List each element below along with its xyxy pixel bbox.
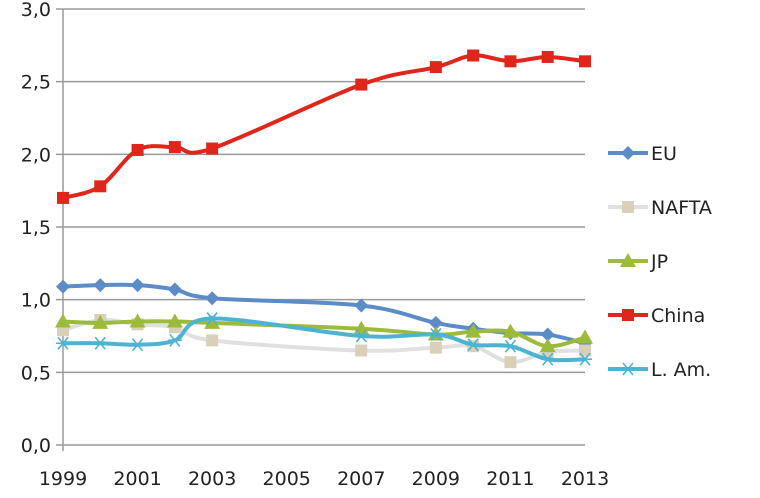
star-stroke: [622, 362, 634, 376]
gridlines: [56, 8, 585, 451]
data-point-china: [57, 191, 69, 204]
data-point-china: [355, 78, 368, 91]
data-point-nafta: [355, 344, 368, 357]
legend: EU NAFTA JP China L. Am.: [608, 143, 712, 381]
data-point-l-am: [428, 328, 443, 342]
star-stroke: [57, 336, 69, 350]
data-point-eu: [428, 315, 443, 330]
data-point-l-am: [503, 339, 518, 353]
data-point-nafta: [579, 344, 591, 357]
legend-marker-eu: [621, 146, 635, 160]
data-point-nafta: [504, 356, 517, 369]
data-point-china: [541, 50, 554, 63]
data-point-jp: [55, 313, 71, 328]
data-point-eu: [167, 282, 182, 297]
legend-item-jp: JP: [608, 251, 668, 273]
legend-item-eu: EU: [608, 143, 677, 165]
data-point-eu: [205, 291, 220, 306]
x-tick-label: 2011: [486, 468, 534, 490]
y-axis-ticks: 0,0 0,5 1,0 1,5 2,0 2,5 3,0: [21, 0, 51, 457]
legend-marker-l-am: [621, 362, 635, 376]
data-point-jp: [129, 313, 146, 328]
data-point-l-am: [354, 329, 369, 343]
legend-item-l-am: L. Am.: [608, 359, 711, 381]
star-stroke: [355, 329, 367, 343]
data-point-l-am: [93, 336, 108, 350]
legend-label-jp: JP: [650, 251, 668, 273]
data-point-jp: [166, 313, 183, 328]
data-point-eu: [540, 327, 555, 342]
series-jp: [55, 313, 593, 353]
x-tick-label: 2009: [412, 468, 460, 490]
legend-item-nafta: NAFTA: [608, 197, 712, 219]
y-tick-label: 2,0: [21, 144, 51, 166]
legend-label-china: China: [651, 305, 705, 327]
data-point-jp: [92, 314, 109, 329]
star-stroke: [94, 336, 106, 350]
series-china: [57, 49, 591, 204]
x-axis-ticks: 1999 2001 2003 2005 2007 2009 2011 2013: [39, 468, 609, 490]
legend-marker-china: [622, 309, 634, 321]
data-point-jp: [502, 323, 519, 338]
y-tick-label: 2,5: [21, 72, 51, 94]
series-eu: [56, 278, 592, 351]
data-point-jp: [539, 338, 556, 353]
x-tick-label: 2013: [561, 468, 609, 490]
data-point-l-am: [205, 312, 220, 326]
x-tick-label: 1999: [39, 468, 87, 490]
data-point-china: [168, 141, 181, 154]
data-point-eu: [93, 278, 108, 293]
data-point-china: [94, 180, 107, 193]
star-stroke: [504, 339, 517, 353]
data-point-l-am: [540, 352, 555, 366]
data-point-china: [579, 55, 591, 68]
series-line-china: [61, 53, 587, 200]
legend-marker-jp: [620, 253, 636, 267]
data-point-l-am: [466, 338, 481, 352]
legend-label-l-am: L. Am.: [651, 359, 711, 381]
series-l-am: [56, 312, 592, 366]
legend-label-nafta: NAFTA: [651, 197, 712, 219]
data-point-jp: [577, 329, 593, 344]
x-tick-label: 2007: [337, 468, 385, 490]
x-tick-label: 2005: [263, 468, 311, 490]
legend-item-china: China: [608, 305, 705, 327]
data-point-eu: [130, 278, 145, 293]
data-point-china: [467, 49, 480, 62]
x-tick-label: 2003: [188, 468, 236, 490]
data-point-nafta: [206, 334, 219, 347]
y-tick-label: 1,0: [21, 290, 51, 312]
x-tick-label: 2001: [113, 468, 161, 490]
data-point-china: [206, 142, 219, 155]
star-stroke: [430, 328, 442, 342]
data-point-l-am: [56, 336, 70, 350]
legend-marker-nafta: [622, 201, 634, 213]
legend-label-eu: EU: [651, 143, 677, 165]
data-point-nafta: [429, 341, 442, 354]
series-line-jp: [61, 319, 587, 349]
series-group: [55, 49, 593, 369]
data-point-l-am: [578, 352, 592, 366]
y-tick-label: 0,5: [21, 362, 51, 384]
data-point-l-am: [167, 333, 182, 347]
star-stroke: [206, 312, 218, 326]
star-stroke: [131, 338, 144, 352]
y-tick-label: 1,5: [21, 217, 51, 239]
star-stroke: [542, 352, 554, 366]
y-tick-label: 3,0: [21, 0, 51, 21]
data-point-china: [429, 61, 442, 74]
data-point-jp: [204, 314, 221, 329]
data-point-eu: [354, 298, 369, 313]
data-point-eu: [56, 279, 70, 294]
data-point-l-am: [130, 338, 145, 352]
data-point-china: [131, 143, 144, 156]
star-stroke: [467, 338, 479, 352]
y-tick-label: 0,0: [21, 435, 51, 457]
data-point-china: [504, 55, 517, 68]
data-point-jp: [465, 323, 482, 338]
star-stroke: [579, 352, 591, 366]
star-stroke: [169, 333, 181, 347]
